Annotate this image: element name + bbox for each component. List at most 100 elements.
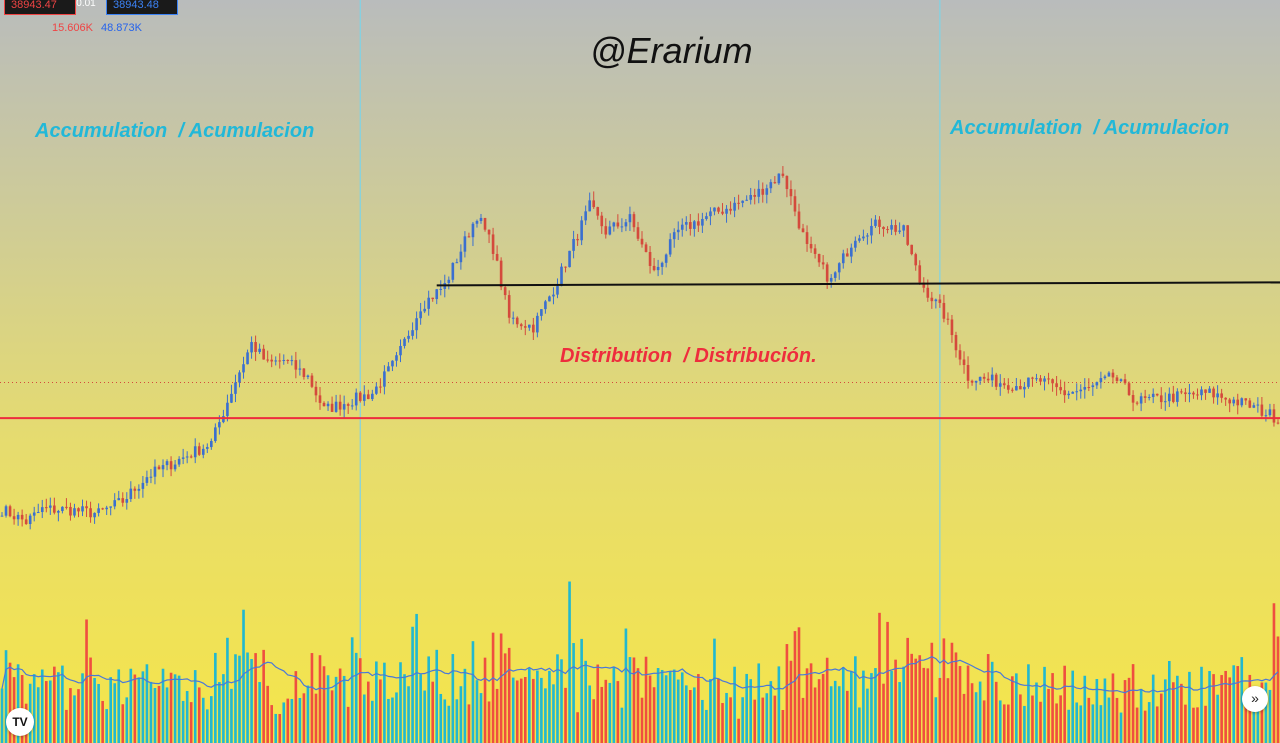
volume-bar	[1103, 678, 1107, 743]
candle-body	[942, 302, 946, 319]
volume-bar	[1107, 697, 1111, 743]
candle-body	[536, 315, 539, 333]
volume-bar	[507, 647, 511, 743]
volume-bar	[298, 697, 302, 743]
volume-bar	[515, 680, 519, 743]
candle-body	[511, 317, 515, 319]
volume-bar	[1002, 704, 1006, 743]
candle-body	[705, 216, 708, 219]
volume-bar	[8, 662, 12, 743]
ask-price-box[interactable]: 38943.48	[106, 0, 178, 15]
candle-body	[447, 279, 451, 284]
candle-body	[1276, 422, 1280, 424]
candle-body	[829, 277, 833, 282]
candle-body	[181, 457, 185, 459]
candle-body	[813, 248, 817, 254]
candle-body	[197, 446, 201, 455]
candle-body	[1196, 394, 1199, 396]
candles	[0, 166, 1280, 530]
volume-bar	[1123, 680, 1127, 743]
volume-bar	[950, 642, 954, 743]
candle-body	[761, 188, 765, 195]
volume-bar	[1015, 673, 1018, 743]
candle-body	[701, 218, 704, 226]
volume-bar	[725, 692, 728, 743]
bid-price-box[interactable]: 38943.47	[4, 0, 76, 15]
candle-body	[234, 382, 237, 394]
candle-body	[680, 224, 684, 230]
candle-body	[507, 295, 511, 318]
candle-body	[564, 266, 567, 268]
volume-bar	[564, 687, 567, 743]
volume-bar	[65, 709, 68, 743]
candle-body	[12, 516, 16, 520]
candle-body	[1192, 392, 1195, 395]
candle-body	[684, 222, 688, 225]
candle-body	[950, 319, 954, 336]
tradingview-logo-icon[interactable]: TV	[6, 708, 34, 736]
volume-bar	[129, 668, 133, 743]
volume-bar	[552, 684, 555, 743]
volume-bar	[1091, 704, 1095, 743]
volume-bar	[491, 632, 495, 743]
candle-body	[616, 222, 620, 227]
candle-body	[109, 506, 112, 508]
candle-body	[1015, 386, 1018, 391]
volume-bar	[1131, 664, 1135, 743]
volume-bar	[632, 657, 636, 743]
volume-bar	[423, 690, 426, 743]
candle-body	[427, 297, 430, 309]
volume-bar	[205, 709, 209, 743]
candle-body	[189, 456, 193, 458]
candle-body	[1135, 402, 1139, 404]
volume-bar	[741, 697, 744, 743]
volume-bar	[342, 675, 346, 743]
candle-body	[962, 359, 966, 365]
volume-bar	[584, 660, 587, 743]
volume-bar	[1212, 674, 1215, 743]
candle-body	[85, 506, 88, 509]
volume-bar	[829, 686, 833, 743]
volume-bar	[391, 697, 394, 743]
volume-bar	[395, 692, 398, 743]
volume-bar	[560, 659, 563, 743]
volume-bar	[761, 697, 765, 743]
volume-bar	[850, 671, 853, 743]
candle-body	[24, 519, 28, 525]
volume-bar	[548, 670, 551, 743]
volume-bar	[1095, 679, 1099, 743]
volume-bar	[697, 674, 700, 743]
volume-bar	[1159, 693, 1163, 743]
candle-body	[773, 182, 777, 184]
volume-bar	[117, 669, 121, 743]
volume-bar	[1071, 670, 1075, 743]
volume-bar	[274, 713, 278, 743]
candle-body	[1252, 405, 1256, 408]
volume-bars	[0, 581, 1280, 743]
volume-bar	[1244, 701, 1248, 743]
volume-bar	[519, 678, 523, 743]
volume-bar	[189, 702, 193, 743]
candle-body	[391, 360, 394, 367]
scroll-to-realtime-button[interactable]: »	[1242, 686, 1268, 712]
volume-bar	[986, 654, 990, 743]
volume-bar	[680, 672, 684, 743]
volume-bar	[451, 654, 455, 743]
volume-bar	[387, 698, 390, 743]
volume-bar	[721, 703, 724, 743]
volume-bar	[246, 652, 249, 743]
volume-bar	[628, 657, 632, 743]
volume-bar	[922, 667, 926, 743]
candle-body	[1272, 409, 1276, 423]
candle-body	[4, 506, 8, 516]
volume-bar	[326, 675, 330, 743]
volume-bar	[1268, 689, 1272, 743]
candle-body	[870, 225, 873, 236]
volume-bar	[161, 668, 165, 743]
volume-bar	[1051, 673, 1054, 743]
volume-bar	[1240, 657, 1244, 743]
candle-body	[1119, 379, 1123, 381]
candle-body	[415, 318, 418, 331]
resistance-line[interactable]	[436, 281, 1280, 287]
